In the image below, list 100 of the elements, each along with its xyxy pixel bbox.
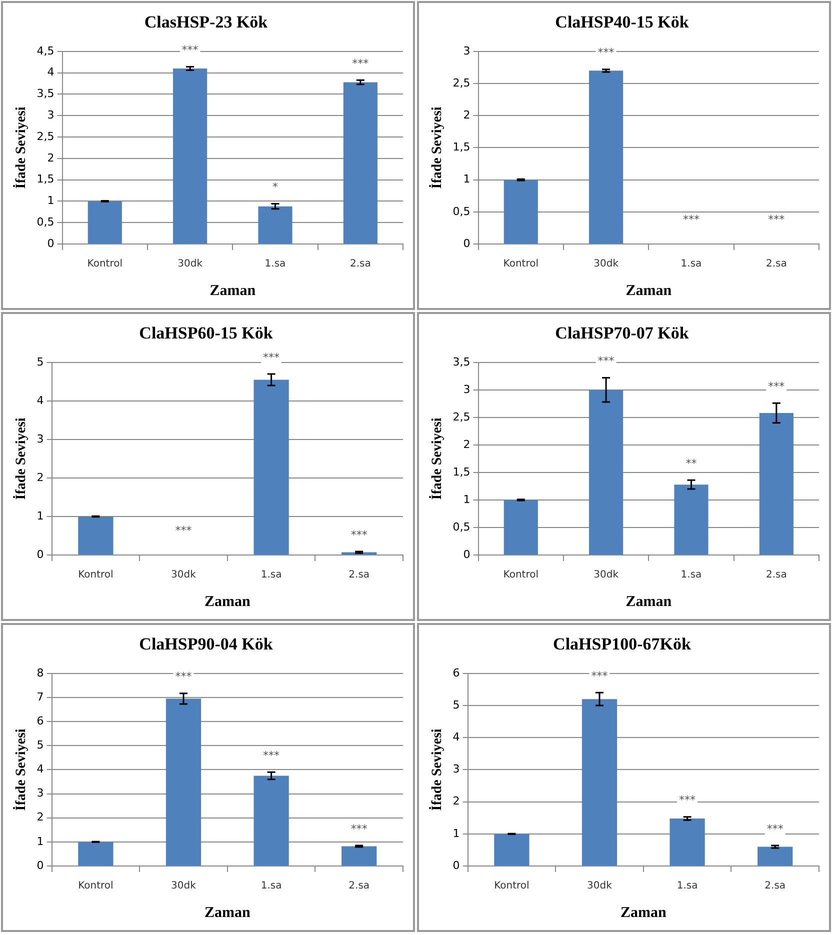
y-tick-label: 1,5 (36, 172, 54, 186)
x-tick-label: Kontrol (78, 570, 114, 581)
y-tick-label: 3 (36, 432, 44, 446)
y-tick-label: 2,5 (36, 130, 54, 143)
bar (674, 484, 708, 554)
chart-title: ClaHSP90-04 Kök (139, 634, 274, 654)
x-tick-label: 2.sa (764, 880, 786, 892)
x-axis-title: Zaman (210, 282, 256, 299)
annotation: * (272, 180, 278, 194)
annotation: *** (591, 670, 608, 683)
annotation: *** (598, 46, 615, 60)
x-tick-label: 1.sa (260, 880, 282, 892)
y-tick-label: 3 (47, 108, 54, 122)
bar (504, 500, 538, 554)
x-tick-label: Kontrol (87, 258, 122, 270)
annotation: *** (350, 822, 368, 836)
bar (173, 68, 208, 244)
y-tick-label: 3 (36, 786, 44, 800)
y-axis-title: İfade Seviyesi (429, 728, 446, 811)
x-axis-title: Zaman (626, 282, 672, 299)
x-tick-label: 2.sa (348, 880, 370, 892)
y-tick-label: 0,5 (452, 204, 470, 218)
bar (254, 380, 289, 554)
y-tick-label: 5 (36, 355, 44, 368)
x-axis-title: Zaman (204, 904, 251, 921)
x-axis-title: Zaman (204, 594, 251, 610)
y-tick-label: 4 (36, 394, 44, 407)
y-tick-label: 3 (463, 44, 470, 58)
y-tick-label: 5 (36, 738, 44, 752)
bar (759, 413, 794, 554)
y-tick-label: 1 (452, 826, 460, 840)
x-tick-label: 1.sa (264, 258, 286, 270)
y-tick-label: 1 (36, 509, 44, 522)
y-tick-label: 4 (36, 762, 44, 776)
y-tick-label: 1 (463, 492, 470, 506)
annotation: *** (352, 56, 370, 70)
y-tick-label: 2 (47, 151, 54, 164)
annotation: *** (682, 212, 700, 226)
y-tick-label: 3,5 (36, 87, 54, 100)
x-tick-label: 30dk (171, 880, 196, 892)
bar (254, 776, 289, 866)
x-tick-label: 2.sa (350, 258, 371, 270)
x-tick-label: 30dk (178, 258, 203, 270)
y-tick-label: 4 (47, 66, 54, 79)
annotation: *** (766, 822, 784, 836)
y-tick-label: 4 (452, 730, 460, 744)
y-tick-label: 1 (47, 194, 54, 208)
annotation: *** (175, 670, 192, 684)
y-tick-label: 0 (47, 236, 54, 250)
bar (78, 842, 114, 866)
bar (88, 201, 122, 244)
y-axis-title: İfade Seviyesi (13, 728, 30, 811)
annotation: *** (768, 212, 786, 226)
x-tick-label: 30dk (587, 880, 612, 892)
y-tick-label: 8 (36, 666, 44, 680)
x-tick-label: Kontrol (78, 880, 114, 892)
x-tick-label: 1.sa (676, 880, 698, 892)
bar (343, 82, 378, 244)
bar (258, 206, 292, 244)
y-tick-label: 6 (452, 666, 460, 680)
y-tick-label: 2 (36, 810, 44, 824)
y-tick-label: 3 (463, 382, 470, 396)
chart-title: ClaHSP100-67Kök (553, 634, 692, 654)
y-tick-label: 0 (463, 548, 470, 561)
x-tick-label: 1.sa (260, 570, 282, 581)
x-axis-title: Zaman (620, 904, 667, 921)
bar (78, 516, 114, 554)
chart-title: ClaHSP70-07 Kök (555, 324, 690, 343)
chart-title: ClasHSP-23 Kök (144, 12, 268, 32)
x-tick-label: Kontrol (503, 258, 538, 270)
y-axis-title: İfade Seviyesi (429, 106, 446, 189)
y-tick-label: 2 (463, 438, 470, 451)
x-tick-label: 1.sa (680, 258, 702, 270)
y-tick-label: 6 (36, 714, 44, 728)
y-tick-label: 1 (36, 834, 44, 848)
y-tick-label: 4,5 (36, 44, 54, 58)
annotation: *** (598, 354, 615, 368)
x-tick-label: 30dk (171, 570, 196, 581)
bar (166, 698, 202, 866)
y-tick-label: 1,5 (452, 465, 470, 478)
bar (582, 699, 618, 866)
bar (589, 390, 624, 554)
x-tick-label: 30dk (594, 258, 619, 270)
y-tick-label: 0 (36, 858, 44, 872)
x-tick-label: 2.sa (348, 570, 370, 581)
x-tick-label: Kontrol (503, 570, 538, 581)
y-tick-label: 3,5 (452, 355, 470, 368)
y-tick-label: 0,5 (36, 215, 54, 228)
x-axis-title: Zaman (626, 594, 672, 610)
y-tick-label: 0 (463, 236, 470, 250)
bar (342, 846, 377, 866)
annotation: *** (263, 748, 280, 762)
x-tick-label: 2.sa (766, 258, 787, 270)
chart-title: ClaHSP40-15 Kök (555, 12, 690, 32)
bar (494, 834, 530, 866)
annotation: *** (679, 794, 696, 807)
bar (758, 846, 793, 866)
y-tick-label: 7 (36, 690, 44, 704)
x-tick-label: 1.sa (680, 570, 702, 581)
y-axis-title: İfade Seviyesi (13, 418, 30, 500)
